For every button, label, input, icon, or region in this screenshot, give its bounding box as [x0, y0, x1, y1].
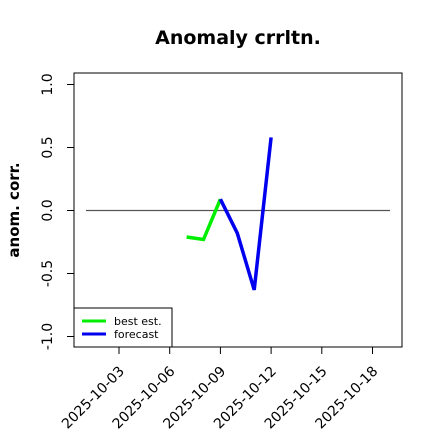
legend-label-best-est: best est.: [114, 315, 162, 328]
y-tick-label: -1.0: [40, 323, 56, 350]
y-tick-label: 0.5: [40, 136, 56, 158]
y-tick-label: 1.0: [40, 73, 56, 95]
series-layer: [186, 137, 273, 291]
y-tick-label: 0.0: [40, 199, 56, 221]
chart-title: Anomaly crrltn.: [155, 27, 321, 49]
y-axis: -1.0 -0.5 0.0 0.5 1.0: [40, 73, 74, 350]
y-tick-label: -0.5: [40, 260, 56, 287]
legend-label-forecast: forecast: [114, 328, 159, 341]
y-axis-label: anom. corr.: [5, 162, 23, 257]
legend-box: [73, 307, 173, 348]
x-axis: 2025-10-032025-10-062025-10-092025-10-12…: [59, 347, 381, 432]
legend: best est. forecast: [73, 307, 173, 348]
series-line-0: [186, 198, 223, 242]
series-line-1: [218, 137, 273, 291]
